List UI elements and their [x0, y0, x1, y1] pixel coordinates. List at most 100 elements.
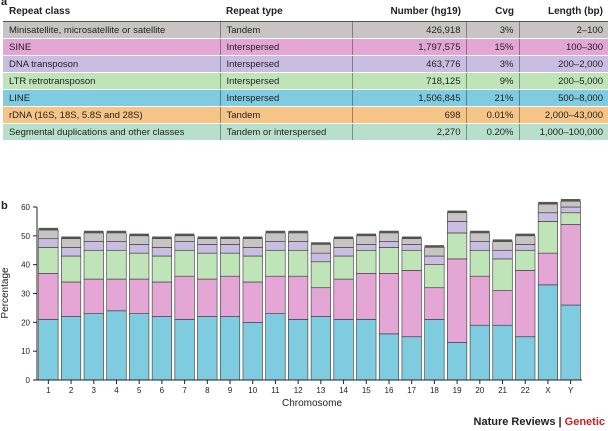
bar-segment: [129, 252, 150, 280]
x-tick-label: 15: [362, 386, 371, 395]
x-tick-label: 16: [385, 386, 394, 395]
bar-segment: [106, 249, 127, 280]
bar-segment: [401, 244, 422, 251]
length-cell: 200–2,000: [518, 55, 608, 73]
bar-segment: [560, 200, 581, 208]
repeat-type-cell: Tandem: [219, 21, 352, 39]
repeat-type-cell: Interspersed: [219, 55, 352, 73]
bar-segment: [60, 238, 82, 248]
x-tick-label: 5: [137, 386, 142, 395]
bar-segment: [38, 319, 59, 381]
panel-b-label: b: [1, 200, 8, 212]
bar-cap: [515, 233, 535, 236]
bar-stack-20: [469, 230, 490, 381]
table-header-row: Repeat class Repeat type Number (hg19) C…: [3, 3, 608, 22]
bar-segment: [288, 275, 309, 320]
bar-segment: [60, 316, 82, 381]
repeat-class-cell: SINE: [3, 38, 220, 56]
bar-stack-21: [492, 239, 513, 381]
x-tick-label: 19: [453, 386, 462, 395]
x-tick-label: 1: [46, 386, 51, 395]
bar-segment: [38, 238, 59, 248]
bar-segment: [242, 255, 263, 283]
header-coverage: Cvg: [466, 3, 519, 22]
bar-stack-16: [378, 230, 400, 381]
bar-cap: [61, 236, 81, 239]
bar-segment: [310, 252, 331, 263]
bar-segment: [537, 203, 558, 214]
x-tick-label: 2: [69, 386, 74, 395]
bar-segment: [515, 336, 536, 381]
bar-segment: [60, 255, 82, 283]
x-tick-label: Y: [568, 386, 574, 395]
bar-stack-X: [537, 201, 558, 381]
y-axis-title: Percentage: [0, 267, 11, 319]
x-tick-label: 13: [316, 386, 325, 395]
x-tick-label: 3: [92, 386, 97, 395]
bar-segment: [129, 313, 150, 381]
bar-segment: [129, 244, 150, 254]
coverage-cell: 15%: [465, 38, 519, 56]
bar-cap: [129, 233, 149, 236]
bar-cap: [492, 239, 513, 242]
bar-stack-7: [174, 233, 195, 381]
number-cell: 1,797,575: [351, 38, 466, 56]
bar-segment: [38, 247, 59, 274]
bar-segment: [356, 235, 377, 245]
bar-segment: [333, 255, 354, 280]
bar-segment: [333, 238, 354, 248]
bar-stack-10: [242, 236, 263, 381]
bar-segment: [288, 232, 309, 242]
bar-segment: [492, 258, 513, 291]
bar-segment: [469, 324, 490, 381]
bar-stack-11: [265, 230, 286, 381]
bar-cap: [288, 230, 308, 233]
bar-cap: [197, 236, 218, 239]
bar-stack-22: [515, 233, 536, 381]
length-cell: 2–100: [518, 21, 608, 39]
bar-stack-12: [288, 230, 309, 381]
bar-segment: [174, 275, 195, 320]
bar-segment: [60, 247, 82, 257]
bar-cap: [560, 199, 581, 202]
x-tick-label: 14: [339, 386, 348, 395]
bar-segment: [38, 273, 59, 320]
credit-suffix: Genetic: [564, 416, 605, 428]
bar-segment: [242, 247, 263, 257]
bar-segment: [197, 238, 218, 245]
number-cell: 698: [351, 106, 466, 124]
bar-segment: [83, 232, 104, 242]
bar-segment: [197, 252, 218, 280]
header-number: Number (hg19): [352, 3, 466, 22]
x-tick-label: 11: [271, 386, 280, 395]
bar-segment: [106, 232, 127, 242]
bar-cap: [311, 242, 331, 245]
bar-cap: [174, 233, 195, 236]
x-tick-label: 18: [430, 386, 439, 395]
length-cell: 2,000–43,000: [518, 106, 608, 124]
header-length: Length (bp): [519, 3, 608, 22]
bar-segment: [310, 287, 331, 317]
bar-segment: [356, 273, 377, 320]
bar-cap: [470, 230, 490, 233]
x-axis-title: Chromosome: [282, 398, 342, 409]
bar-segment: [197, 316, 218, 381]
bar-segment: [83, 278, 104, 314]
x-tick-label: X: [545, 386, 551, 395]
bar-segment: [197, 244, 218, 254]
bar-segment: [219, 316, 241, 381]
bar-segment: [492, 324, 513, 381]
bar-stack-18: [424, 245, 445, 381]
bar-segment: [515, 235, 536, 245]
bar-stack-6: [151, 236, 172, 381]
bar-segment: [378, 333, 400, 381]
bar-segment: [151, 316, 172, 381]
x-tick-label: 7: [182, 386, 187, 395]
bar-segment: [469, 241, 490, 251]
bar-segment: [197, 278, 218, 317]
bar-segment: [401, 249, 422, 271]
bar-segment: [288, 241, 309, 251]
bar-segment: [378, 273, 400, 335]
bar-stack-Y: [560, 199, 581, 381]
bar-segment: [378, 241, 400, 248]
